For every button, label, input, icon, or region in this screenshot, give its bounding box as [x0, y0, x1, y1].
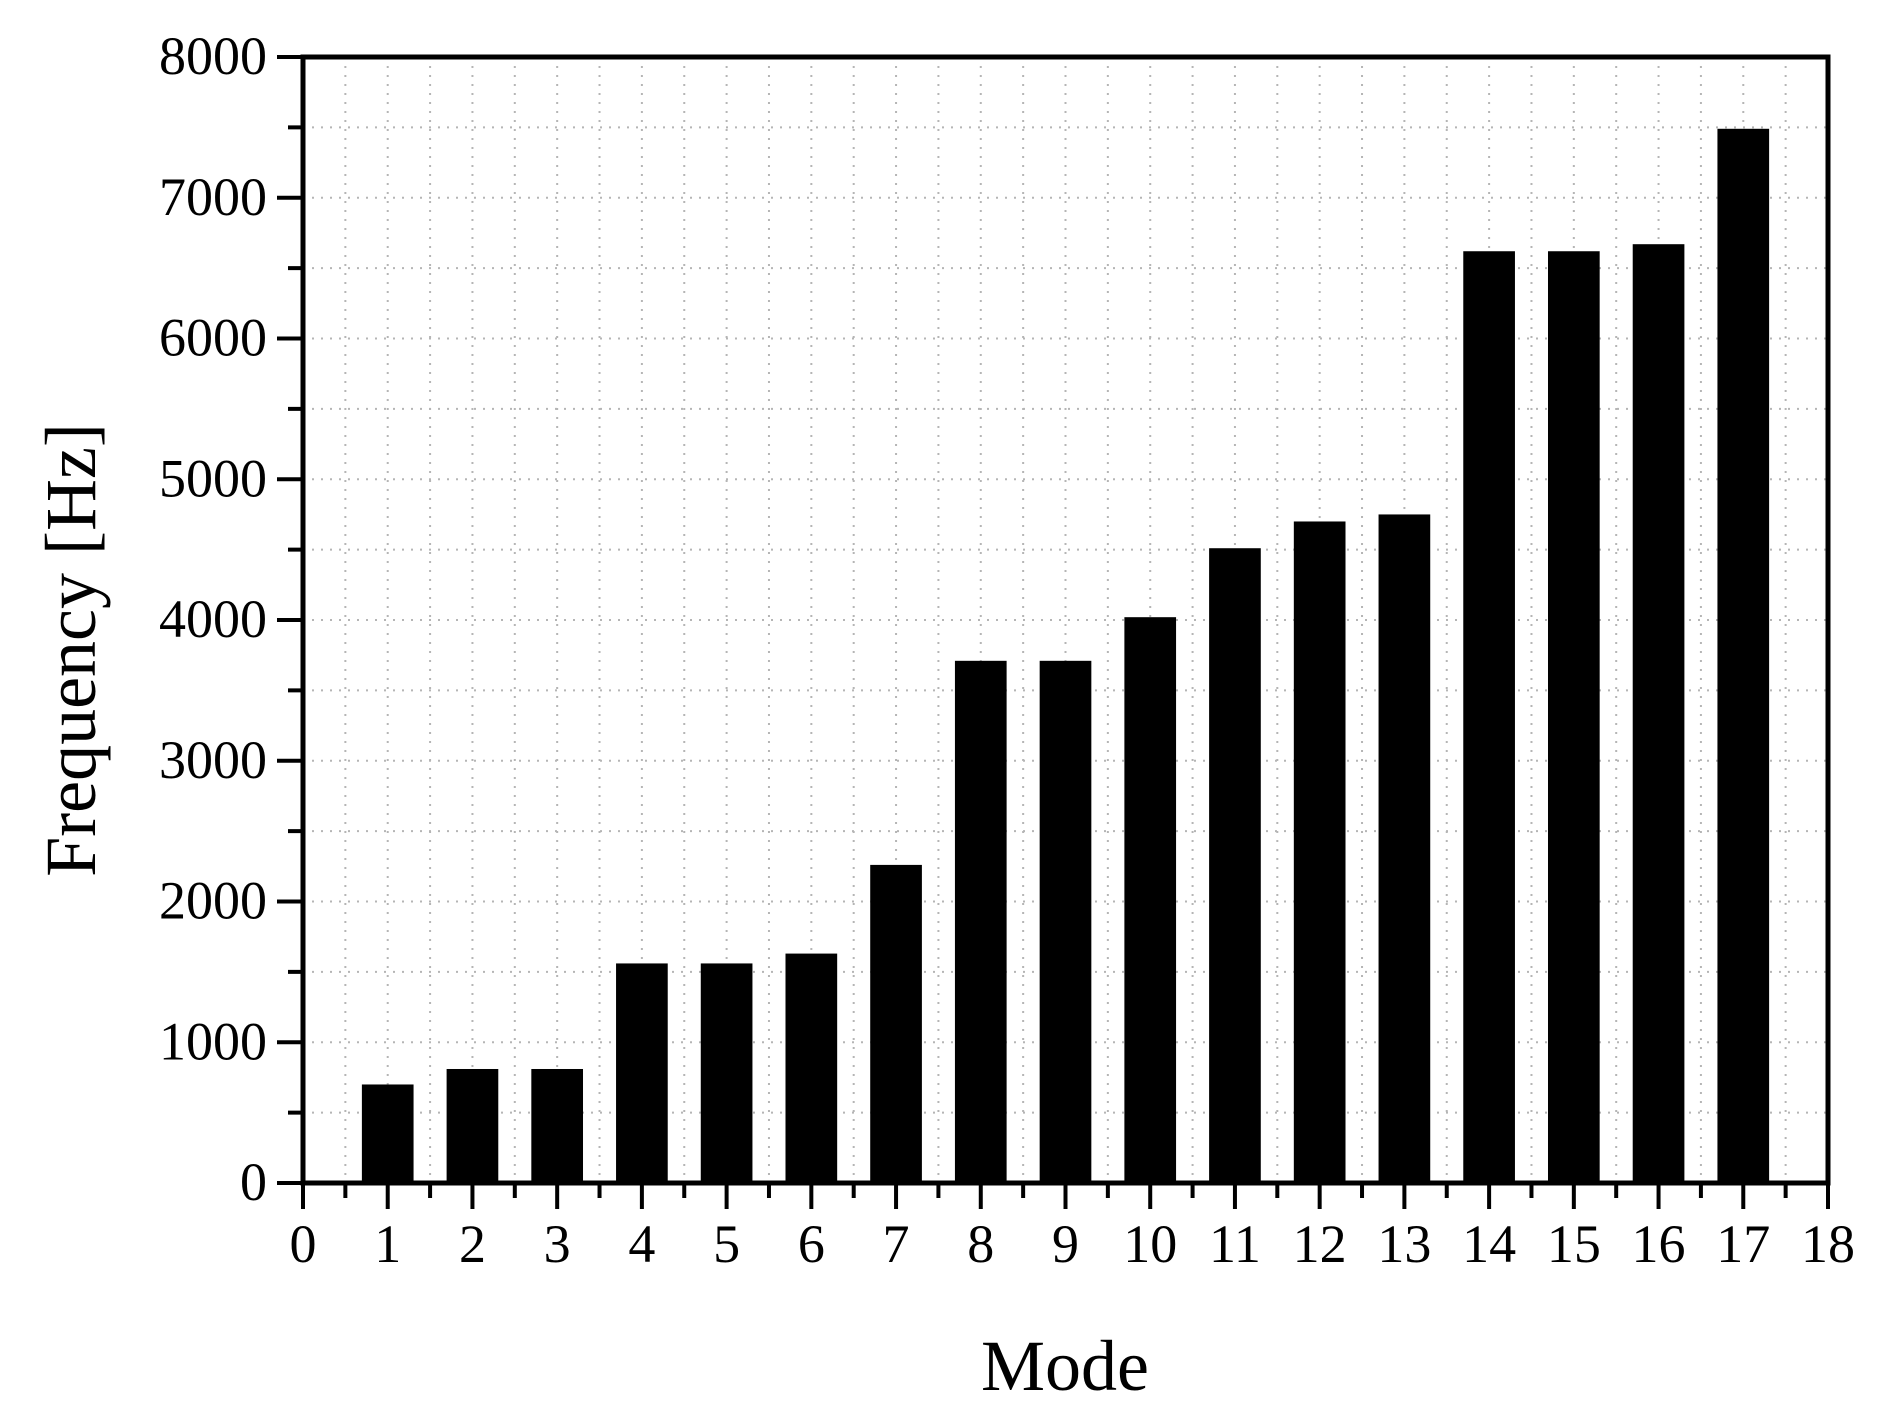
bar-mode-12 [1293, 521, 1346, 1183]
y-tick-label-0: 0 [240, 1152, 267, 1212]
bar-mode-5 [700, 963, 753, 1183]
bar-mode-6 [785, 953, 838, 1183]
x-tick-label-17: 17 [1716, 1214, 1770, 1274]
y-tick-label-5000: 5000 [159, 448, 267, 508]
bar-mode-9 [1039, 660, 1092, 1183]
x-tick-label-12: 12 [1293, 1214, 1347, 1274]
bar-mode-17 [1717, 128, 1770, 1184]
x-tick-label-16: 16 [1632, 1214, 1686, 1274]
bar-mode-13 [1378, 514, 1431, 1183]
bar-mode-15 [1547, 251, 1600, 1184]
x-tick-label-0: 0 [290, 1214, 317, 1274]
y-tick-label-2000: 2000 [159, 871, 267, 931]
x-tick-label-14: 14 [1462, 1214, 1516, 1274]
x-tick-label-3: 3 [544, 1214, 571, 1274]
bar-mode-2 [446, 1068, 499, 1183]
bar-mode-16 [1632, 244, 1685, 1183]
y-tick-label-4000: 4000 [159, 589, 267, 649]
bar-mode-14 [1463, 251, 1515, 1184]
bar-mode-4 [616, 963, 668, 1183]
x-tick-label-18: 18 [1801, 1214, 1855, 1274]
y-tick-label-1000: 1000 [159, 1011, 267, 1071]
bar-mode-1 [361, 1084, 414, 1183]
x-tick-label-8: 8 [967, 1214, 994, 1274]
x-tick-label-11: 11 [1209, 1214, 1261, 1274]
x-tick-label-1: 1 [374, 1214, 401, 1274]
x-tick-label-9: 9 [1052, 1214, 1079, 1274]
y-tick-label-8000: 8000 [159, 26, 267, 86]
x-tick-label-7: 7 [883, 1214, 910, 1274]
x-tick-label-10: 10 [1123, 1214, 1177, 1274]
x-tick-label-2: 2 [459, 1214, 486, 1274]
x-tick-label-15: 15 [1547, 1214, 1601, 1274]
x-tick-label-13: 13 [1377, 1214, 1431, 1274]
y-tick-label-7000: 7000 [159, 167, 267, 227]
y-tick-label-6000: 6000 [159, 308, 267, 368]
bar-mode-8 [954, 660, 1007, 1183]
bar-mode-11 [1209, 548, 1261, 1183]
bar-mode-3 [531, 1068, 584, 1183]
x-tick-label-6: 6 [798, 1214, 825, 1274]
bar-mode-7 [870, 864, 922, 1183]
bar-mode-10 [1124, 617, 1177, 1183]
x-tick-label-5: 5 [713, 1214, 740, 1274]
y-axis-title: Frequency [Hz] [31, 423, 111, 877]
x-tick-label-4: 4 [628, 1214, 655, 1274]
y-tick-label-3000: 3000 [159, 730, 267, 790]
x-axis-title: Mode [981, 1326, 1149, 1406]
